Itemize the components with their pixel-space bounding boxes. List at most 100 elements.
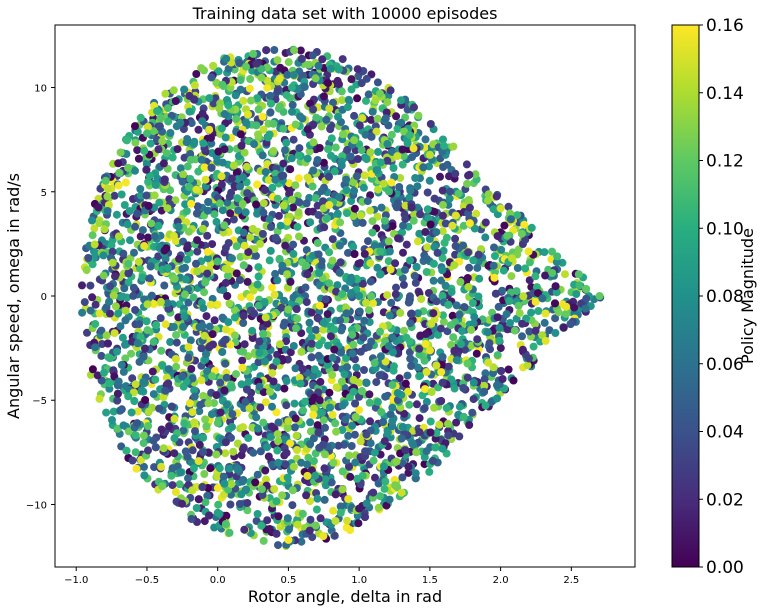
scatter-point	[203, 254, 212, 263]
scatter-point	[283, 217, 292, 226]
scatter-point	[383, 98, 392, 107]
scatter-point	[222, 373, 231, 382]
scatter-point	[261, 398, 270, 407]
scatter-point	[166, 129, 175, 137]
scatter-point	[423, 188, 432, 197]
scatter-point	[430, 194, 439, 203]
scatter-point	[338, 467, 347, 476]
scatter-point	[459, 221, 468, 230]
scatter-point	[131, 431, 140, 440]
scatter-point	[293, 314, 302, 323]
scatter-point	[218, 348, 227, 356]
scatter-point	[221, 325, 230, 334]
scatter-point	[333, 281, 342, 290]
scatter-point	[422, 255, 431, 263]
scatter-point	[422, 268, 431, 276]
scatter-point	[192, 504, 201, 512]
scatter-point	[275, 254, 284, 263]
scatter-point	[94, 203, 103, 212]
scatter-point	[305, 147, 314, 156]
scatter-point	[322, 214, 331, 223]
scatter-point	[136, 232, 145, 241]
scatter-point	[572, 290, 581, 298]
scatter-point	[370, 359, 379, 367]
scatter-point	[513, 211, 522, 220]
scatter-point	[289, 462, 298, 471]
x-axis-label: Rotor angle, delta in rad	[248, 587, 442, 606]
scatter-point	[228, 410, 237, 418]
scatter-point	[212, 450, 221, 459]
scatter-point	[279, 201, 288, 210]
scatter-point	[367, 292, 376, 301]
scatter-point	[241, 397, 250, 406]
scatter-point	[238, 363, 247, 372]
scatter-point	[384, 342, 393, 351]
scatter-point	[314, 61, 323, 70]
scatter-point	[566, 320, 575, 328]
scatter-point	[437, 397, 446, 405]
scatter-point	[468, 408, 477, 417]
scatter-point	[309, 138, 318, 147]
scatter-point	[324, 145, 333, 153]
scatter-point	[401, 379, 410, 388]
scatter-point	[436, 172, 444, 181]
scatter-point	[276, 221, 285, 230]
scatter-point	[366, 417, 374, 426]
scatter-point	[370, 448, 379, 457]
scatter-point	[388, 403, 397, 412]
scatter-point	[312, 325, 320, 334]
scatter-point	[520, 220, 529, 229]
scatter-point	[144, 177, 153, 186]
scatter-point	[551, 299, 559, 308]
scatter-point	[133, 419, 142, 428]
scatter-point	[410, 272, 419, 280]
scatter-point	[238, 199, 247, 208]
scatter-point	[88, 293, 97, 302]
scatter-point	[570, 303, 579, 312]
x-tick-label: −1.0	[64, 575, 88, 586]
scatter-point	[248, 334, 257, 343]
scatter-point	[487, 398, 496, 407]
scatter-point	[206, 300, 215, 309]
scatter-point	[154, 145, 163, 154]
scatter-point	[349, 387, 358, 396]
scatter-point	[270, 485, 279, 494]
scatter-point	[185, 183, 194, 191]
scatter-point	[496, 204, 505, 213]
scatter-point	[354, 259, 363, 268]
scatter-point	[180, 85, 189, 94]
scatter-point	[498, 375, 507, 383]
scatter-point	[216, 408, 225, 417]
scatter-point	[451, 211, 460, 220]
scatter-point	[350, 204, 359, 213]
scatter-point	[236, 500, 244, 508]
scatter-point	[244, 434, 253, 442]
scatter-point	[318, 55, 327, 64]
scatter-point	[91, 320, 100, 328]
scatter-point	[405, 131, 414, 139]
scatter-point	[150, 232, 159, 241]
scatter-point	[288, 501, 297, 510]
scatter-point	[450, 384, 459, 393]
scatter-point	[335, 193, 344, 202]
scatter-point	[109, 407, 118, 416]
scatter-point	[343, 516, 352, 525]
scatter-point	[297, 329, 306, 338]
y-tick-label: 0	[41, 292, 47, 303]
scatter-point	[327, 151, 335, 160]
scatter-point	[300, 82, 309, 91]
scatter-point	[282, 448, 291, 457]
scatter-point	[260, 186, 269, 195]
scatter-point	[336, 508, 345, 517]
scatter-point	[415, 414, 424, 423]
scatter-point	[492, 192, 501, 201]
scatter-point	[438, 211, 447, 220]
scatter-point	[253, 180, 262, 189]
x-tick-label: 1.0	[351, 575, 367, 586]
scatter-point	[362, 378, 371, 387]
scatter-point	[485, 339, 494, 348]
scatter-point	[388, 417, 397, 426]
scatter-point	[463, 373, 472, 382]
scatter-point	[434, 330, 443, 339]
scatter-point	[298, 509, 307, 518]
